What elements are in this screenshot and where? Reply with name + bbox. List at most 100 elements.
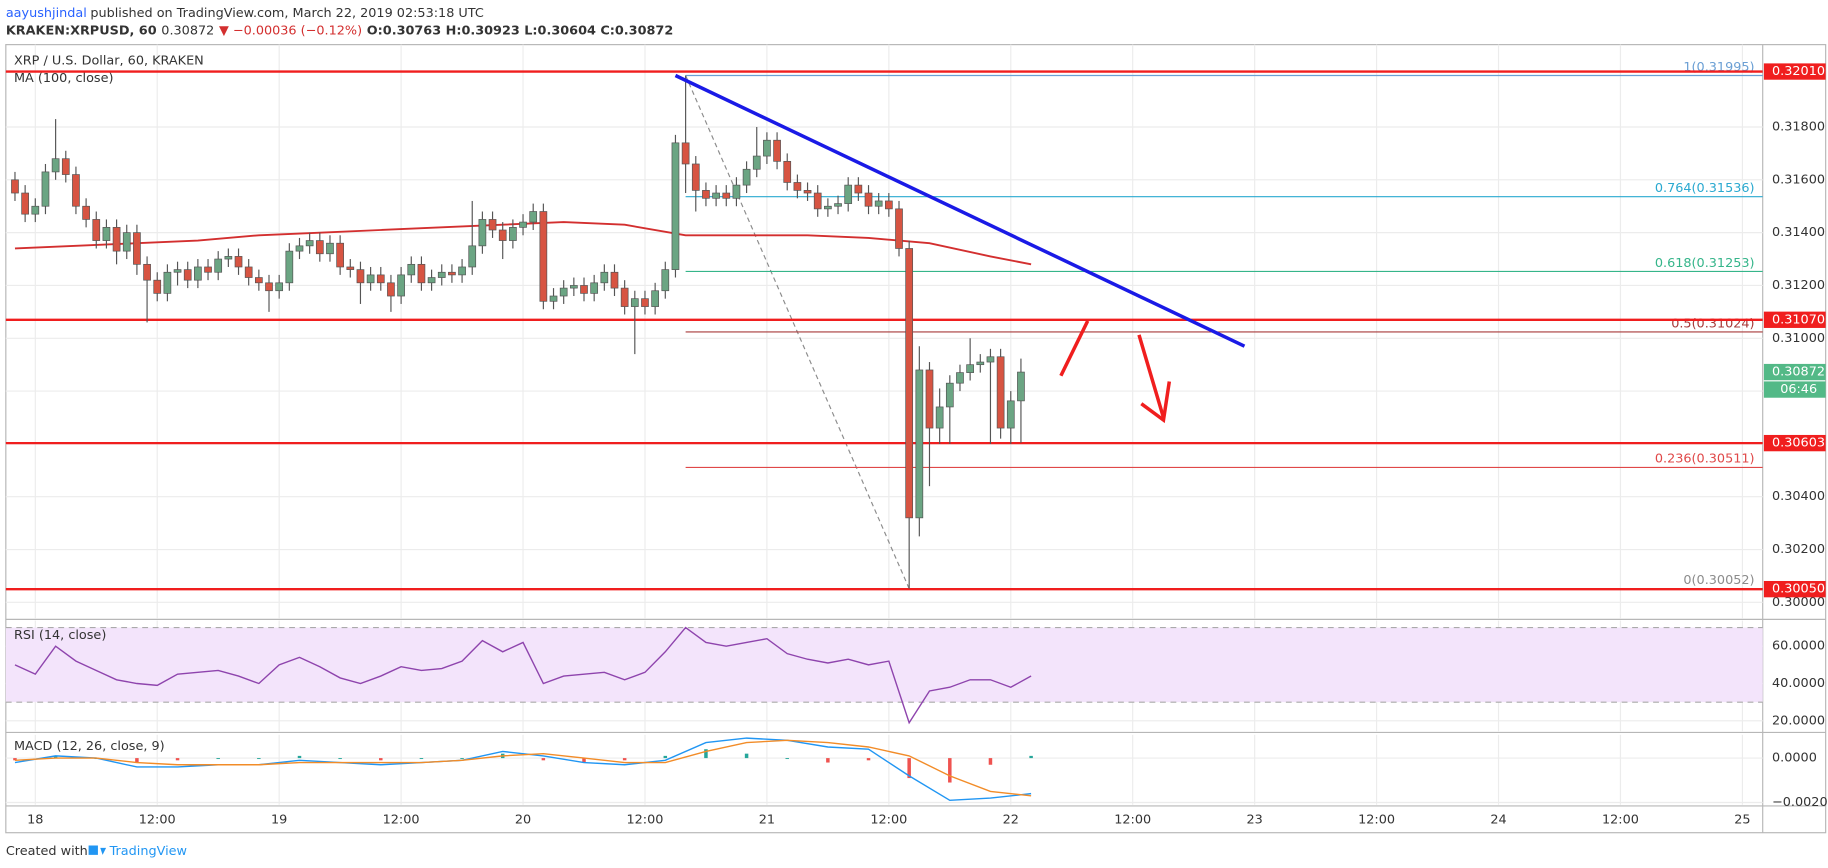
y-tick-label: 0.31800 — [1772, 120, 1825, 135]
x-tick-label: 12:00 — [870, 812, 907, 827]
candle-body — [600, 271, 609, 284]
histogram-bar — [744, 753, 749, 759]
price-tag — [1763, 311, 1826, 328]
histogram-bar — [13, 758, 17, 761]
histogram-bar — [257, 758, 261, 760]
candle-body — [519, 221, 527, 228]
x-tick-label: 25 — [1734, 812, 1750, 827]
published: published on TradingView.com, March 22, … — [90, 6, 484, 21]
candle-body — [854, 184, 863, 194]
candle-body — [742, 168, 751, 186]
histogram-bar — [907, 758, 911, 779]
candle-body — [539, 211, 548, 302]
macd-line — [14, 737, 1032, 801]
candle-body — [254, 277, 263, 284]
footer-brand[interactable]: TradingView — [109, 844, 187, 859]
plot-layer: 0.300000.302000.304000.3060000.310000.31… — [5, 44, 1828, 827]
histogram-bar — [460, 758, 464, 760]
candle-body — [448, 271, 456, 276]
candle-body — [163, 271, 172, 294]
histogram-bar — [1029, 755, 1033, 759]
y-tick-label: 0.30200 — [1772, 542, 1825, 557]
candle-body — [874, 200, 883, 207]
price-tag-label: 0.30050 — [1772, 582, 1825, 597]
price-tag-label: 0.30603 — [1772, 436, 1825, 451]
fib-label: 0.236(0.30511) — [1655, 452, 1755, 467]
candle-body — [956, 372, 964, 384]
author[interactable]: aayushjindal — [6, 6, 87, 21]
histogram-bar — [175, 758, 180, 761]
candle-body — [752, 155, 761, 170]
candle-body — [509, 227, 517, 241]
change: ▼ −0.00036 (−0.12%) — [219, 23, 362, 38]
footer-text: Created with — [6, 844, 88, 859]
panel-title: RSI (14, close) — [14, 628, 106, 643]
histogram-bar — [379, 758, 383, 761]
candle-body — [122, 232, 131, 252]
fib-label: 0.764(0.31536) — [1655, 181, 1755, 196]
candle-body — [813, 192, 822, 210]
candle-body — [376, 274, 385, 284]
candle-body — [488, 219, 497, 231]
candle-body — [387, 282, 395, 297]
x-tick-label: 20 — [515, 812, 531, 827]
rsi-line — [14, 626, 1032, 725]
x-tick-label: 12:00 — [383, 812, 420, 827]
ma-legend: MA (100, close) — [14, 71, 114, 86]
candle-body — [285, 250, 294, 284]
candle-body — [224, 256, 233, 260]
candle-body — [549, 295, 558, 302]
candle-body — [336, 242, 344, 268]
candle-body — [173, 269, 182, 273]
candle-body — [275, 282, 284, 292]
chart-title: XRP / U.S. Dollar, 60, KRAKEN — [14, 53, 204, 68]
candle-body — [732, 184, 741, 199]
candle-body — [915, 369, 924, 519]
histogram-bar — [704, 749, 708, 759]
last-price: 0.30872 — [161, 23, 214, 38]
x-tick-label: 21 — [759, 812, 775, 827]
candle-body — [234, 256, 243, 268]
x-tick-label: 18 — [27, 812, 43, 827]
x-tick-label: 12:00 — [1114, 812, 1151, 827]
candle-body — [305, 240, 314, 247]
candle-body — [996, 356, 1005, 429]
histogram-bar — [622, 758, 627, 761]
candle-body — [580, 285, 588, 294]
candle-body — [265, 282, 273, 292]
candle-body — [610, 271, 619, 289]
y-tick-label: 0.30000 — [1772, 595, 1825, 610]
candle-body — [72, 174, 80, 207]
header-line: aayushjindal published on TradingView.com… — [6, 6, 484, 21]
candle-body — [133, 232, 141, 265]
candle-body — [1017, 371, 1025, 402]
candle-body — [783, 160, 792, 183]
histogram-bar — [948, 758, 952, 783]
candle-body — [1006, 400, 1015, 429]
candle-body — [763, 139, 771, 157]
candle-body — [702, 190, 710, 199]
ohlc: O:0.30763 H:0.30923 L:0.30604 C:0.30872 — [367, 23, 674, 38]
candle-body — [691, 163, 700, 191]
candle-body — [834, 203, 842, 207]
candle-body — [143, 263, 151, 281]
x-tick-label: 19 — [271, 812, 287, 827]
panel-title: MACD (12, 26, close, 9) — [14, 739, 165, 754]
arrow-down — [1137, 334, 1172, 424]
candle-body — [661, 269, 670, 292]
candle-body — [803, 190, 812, 194]
candle-body — [437, 271, 446, 278]
histogram-bar — [419, 758, 424, 760]
candle-body — [884, 200, 893, 210]
y-tick-label: −0.0020 — [1772, 795, 1828, 810]
candle-body — [630, 298, 639, 307]
candle-body — [671, 142, 680, 270]
y-tick-label: 0.31400 — [1772, 225, 1825, 240]
candle-body — [315, 240, 324, 255]
histogram-bar — [53, 755, 58, 759]
candle-body — [844, 184, 853, 204]
signal-line — [14, 739, 1032, 797]
candle-body — [824, 205, 832, 210]
candle-body — [41, 171, 50, 207]
